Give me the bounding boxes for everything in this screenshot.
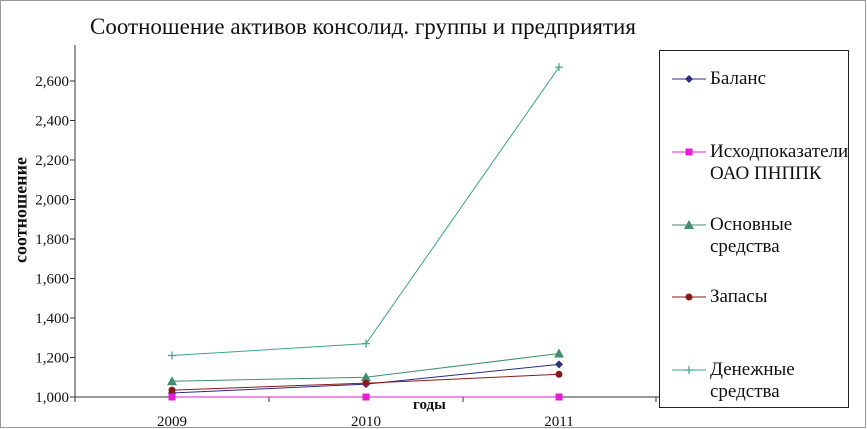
legend-marker [685, 148, 693, 156]
data-point [555, 370, 563, 378]
legend-label-line: Баланс [710, 68, 767, 89]
y-tick-label: 2,200 [35, 153, 69, 169]
y-tick-label: 1,800 [35, 232, 69, 248]
data-point [555, 63, 563, 72]
legend-label-line: ОАО ПНППК [710, 163, 822, 184]
legend-marker [685, 293, 693, 301]
data-point [555, 360, 563, 369]
x-tick-label: 2011 [544, 414, 573, 429]
legend-label-line: средства [710, 236, 780, 257]
legend-marker [684, 220, 694, 229]
y-tick-label: 2,000 [35, 193, 69, 209]
data-point [168, 351, 176, 360]
data-point [362, 339, 370, 348]
legend-symbol [672, 220, 706, 229]
y-tick-label: 1,200 [35, 351, 69, 367]
legend-label-line: Денежные [710, 359, 795, 380]
y-tick-label: 2,600 [35, 74, 69, 90]
legend-marker [685, 75, 693, 83]
data-point [554, 348, 564, 358]
data-point [167, 376, 177, 386]
legend-label: Исходпоказатели ОАО ПНППК [710, 141, 848, 185]
legend-label-line: средства [710, 381, 780, 402]
legend-label: Денежные средства [710, 359, 795, 403]
legend-symbol [672, 293, 706, 301]
y-tick-label: 1,400 [35, 311, 69, 327]
x-tick-label: 2010 [351, 414, 381, 429]
legend-label: Баланс [710, 68, 766, 90]
y-tick-label: 1,000 [35, 390, 69, 406]
series-line [171, 66, 560, 357]
x-tick-label: 2009 [157, 414, 187, 429]
legend-symbol [672, 366, 706, 374]
legend: Баланс Исходпоказатели ОАО ПНППК Основные ср… [659, 50, 849, 408]
data-point [362, 379, 370, 387]
legend-symbol [672, 75, 706, 83]
chart-title: Соотношение активов консолид. группы и п… [90, 14, 636, 39]
legend-symbol [672, 148, 706, 156]
legend-label-line: Основные [710, 214, 793, 235]
legend-label: Основные средства [710, 214, 792, 258]
data-point [168, 393, 176, 401]
data-point [555, 393, 563, 401]
legend-label-line: Запасы [710, 286, 768, 307]
y-tick-label: 1,600 [35, 272, 69, 288]
legend-marker [685, 366, 693, 374]
data-point [361, 372, 371, 382]
data-point [362, 393, 370, 401]
data-point [168, 386, 176, 394]
x-axis-label: годы [413, 397, 446, 413]
legend-label: Запасы [710, 286, 768, 308]
y-tick-label: 2,400 [35, 114, 69, 130]
legend-label-line: Исходпоказатели [710, 141, 849, 162]
